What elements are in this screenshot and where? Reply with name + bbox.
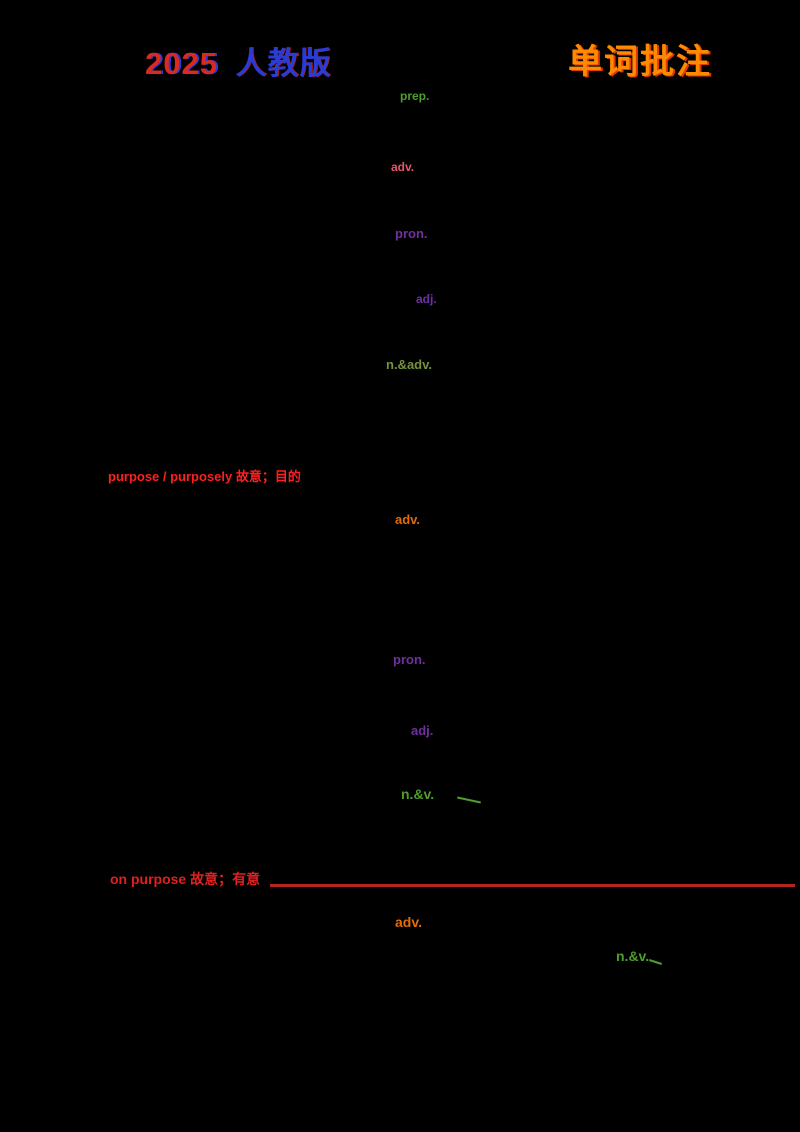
annotation-pos-tag: n.&adv. [386, 357, 432, 372]
annotation-pos-tag: adj. [411, 723, 434, 738]
annotation-pos-tag: pron. [395, 226, 428, 241]
edition-year: 2025 [145, 46, 218, 81]
green-pen-stroke [457, 796, 481, 804]
annotation-pos-tag: adj. [416, 292, 437, 306]
annotation-pos-tag: adv. [395, 512, 421, 527]
annotation-pos-tag: adv. [391, 160, 415, 174]
annotation-word-note: purpose / purposely 故意；目的 [108, 469, 301, 484]
annotation-pos-tag: n.&v. [401, 786, 435, 802]
annotation-pos-tag: prep. [400, 89, 430, 103]
red-underline [270, 884, 795, 887]
annotation-phrase-note: on purpose 故意；有意 [110, 871, 261, 887]
green-pen-stroke [649, 959, 662, 965]
annotation-pos-tag: pron. [393, 652, 426, 667]
edition-name: 人教版 [235, 46, 332, 81]
page-title-right: 单词批注 [568, 43, 712, 81]
annotation-pos-tag: n.&v. [616, 948, 650, 964]
annotation-pos-tag: adv. [395, 914, 422, 930]
page-title-left: 2025 人教版 [145, 38, 332, 83]
